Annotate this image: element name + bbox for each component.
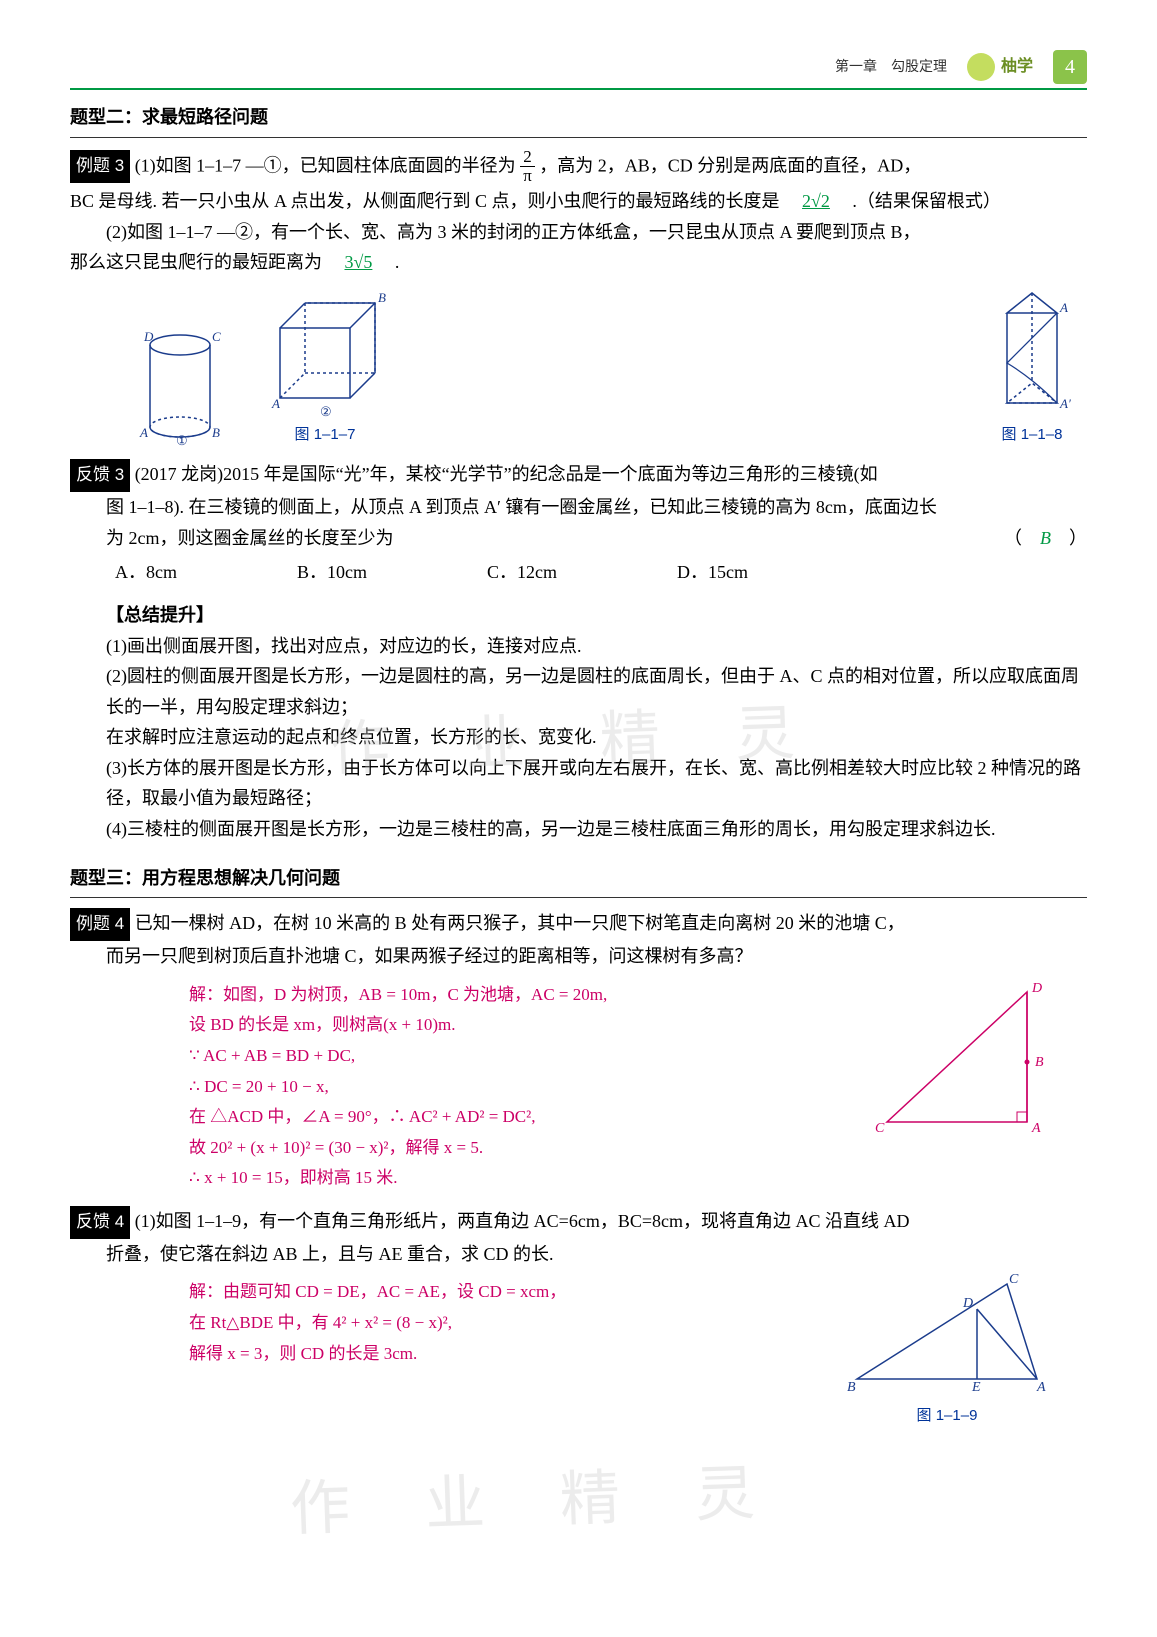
answer-blank: 2√2: [802, 191, 830, 211]
svg-text:A: A: [271, 396, 280, 411]
svg-text:A: A: [139, 425, 148, 440]
figure-caption: 图 1–1–8: [1002, 422, 1063, 448]
svg-text:D: D: [143, 329, 154, 344]
svg-text:D: D: [1031, 981, 1042, 996]
svg-text:D: D: [962, 1296, 973, 1311]
svg-text:C: C: [875, 1121, 885, 1136]
example-4: 例题 4 已知一棵树 AD，在树 10 米高的 B 处有两只猴子，其中一只爬下树…: [70, 908, 1087, 1194]
figure-cylinder: D C A B ①: [130, 327, 230, 447]
right-triangle-icon: B E A C D: [837, 1269, 1057, 1399]
svg-text:B: B: [378, 290, 386, 305]
figure-caption: 图 1–1–7: [295, 422, 356, 448]
section-title-3: 题型三：用方程思想解决几何问题: [70, 863, 1087, 894]
option-d: D．15cm: [677, 557, 748, 588]
answer-paren: （ B ）: [1004, 523, 1087, 554]
svg-text:C: C: [1009, 1272, 1019, 1287]
solution-line: ∵ AC + AB = BD + DC,: [189, 1041, 827, 1072]
text: 为 2cm，则这圈金属丝的长度至少为: [106, 528, 394, 548]
answer-blank: 3√5: [345, 252, 373, 272]
svg-text:②: ②: [320, 404, 332, 418]
summary-title: 【总结提升】: [106, 600, 1087, 631]
feedback-tag: 反馈 4: [70, 1206, 130, 1239]
page-number-badge: 4: [1053, 50, 1087, 84]
chapter-title: 第一章 勾股定理: [835, 55, 947, 79]
cube-icon: A B ②: [260, 288, 390, 418]
section-title-2: 题型二：求最短路径问题: [70, 102, 1087, 133]
solution-line: 解：如图，D 为树顶，AB = 10m，C 为池塘，AC = 20m,: [189, 980, 827, 1011]
example-tag: 例题 3: [70, 150, 130, 183]
figure-tree-triangle: D B A C: [857, 972, 1057, 1152]
svg-text:A′: A′: [1059, 396, 1071, 411]
brand-logo: 柚学: [967, 53, 1033, 81]
text: (2017 龙岗)2015 年是国际“光”年，某校“光学节”的纪念品是一个底面为…: [135, 464, 878, 484]
logo-text: 柚学: [1001, 53, 1033, 80]
feedback-4: 反馈 4 (1)如图 1–1–9，有一个直角三角形纸片，两直角边 AC=6cm，…: [70, 1206, 1087, 1429]
option-a: A．8cm: [115, 557, 177, 588]
text: 已知一棵树 AD，在树 10 米高的 B 处有两只猴子，其中一只爬下树笔直走向离…: [135, 913, 905, 933]
text: (1)如图 1–1–9，有一个直角三角形纸片，两直角边 AC=6cm，BC=8c…: [135, 1211, 910, 1231]
summary-block: 【总结提升】 (1)画出侧面展开图，找出对应点，对应边的长，连接对应点. (2)…: [70, 600, 1087, 845]
solution-line: ∴ x + 10 = 15，即树高 15 米.: [189, 1163, 827, 1194]
svg-text:E: E: [971, 1380, 981, 1395]
solution-line: 故 20² + (x + 10)² = (30 − x)²，解得 x = 5.: [189, 1133, 827, 1164]
page-header: 第一章 勾股定理 柚学 4: [70, 50, 1087, 90]
text: 折叠，使它落在斜边 AB 上，且与 AE 重合，求 CD 的长.: [106, 1239, 1087, 1270]
option-c: C．12cm: [487, 557, 557, 588]
fraction: 2 π: [520, 148, 535, 186]
mc-answer: B: [1040, 528, 1051, 548]
text: ，高为 2，AB，CD 分别是两底面的直径，AD，: [539, 155, 921, 175]
text: (1)如图 1–1–7 —①，已知圆柱体底面圆的半径为: [135, 155, 521, 175]
solution-line: 在 △ACD 中，∠A = 90°，∴ AC² + AD² = DC²,: [189, 1102, 827, 1133]
denominator: π: [520, 167, 535, 186]
text: 那么这只昆虫爬行的最短距离为: [70, 252, 340, 272]
text: 图 1–1–8). 在三棱镜的侧面上，从顶点 A 到顶点 A′ 镶有一圈金属丝，…: [106, 492, 1087, 523]
divider: [70, 137, 1087, 138]
svg-text:A: A: [1036, 1380, 1046, 1395]
text: .（结果保留根式）: [834, 191, 1001, 211]
watermark: 作 业 精 灵: [288, 1441, 786, 1560]
cylinder-icon: D C A B ①: [130, 327, 230, 447]
svg-text:B: B: [847, 1380, 856, 1395]
svg-text:①: ①: [176, 433, 188, 447]
svg-text:B: B: [1035, 1055, 1044, 1070]
svg-text:C: C: [212, 329, 221, 344]
text: .: [377, 252, 400, 272]
solution-text: 解：由题可知 CD = DE，AC = AE，设 CD = xcm， 在 Rt△…: [189, 1277, 807, 1369]
triangle-icon: D B A C: [857, 972, 1057, 1142]
solution-line: 解：由题可知 CD = DE，AC = AE，设 CD = xcm，: [189, 1277, 807, 1308]
summary-item: (4)三棱柱的侧面展开图是长方形，一边是三棱柱的高，另一边是三棱柱底面三角形的周…: [106, 814, 1087, 845]
divider: [70, 897, 1087, 898]
svg-text:B: B: [212, 425, 220, 440]
summary-item: (1)画出侧面展开图，找出对应点，对应边的长，连接对应点.: [106, 631, 1087, 662]
svg-text:A: A: [1031, 1121, 1041, 1136]
summary-item: 在求解时应注意运动的起点和终点位置，长方形的长、宽变化.: [106, 722, 1087, 753]
options-row: A．8cm B．10cm C．12cm D．15cm: [115, 557, 1087, 588]
solution-line: 解得 x = 3，则 CD 的长是 3cm.: [189, 1339, 807, 1370]
text: (2)如图 1–1–7 —②，有一个长、宽、高为 3 米的封闭的正方体纸盒，一只…: [106, 222, 921, 242]
feedback-tag: 反馈 3: [70, 459, 130, 492]
figure-row-1: D C A B ① A B: [130, 288, 1087, 448]
numerator: 2: [520, 148, 535, 168]
figure-prism: A A′ 图 1–1–8: [977, 288, 1087, 448]
figure-cube: A B ② 图 1–1–7: [260, 288, 390, 448]
example-3: 例题 3 (1)如图 1–1–7 —①，已知圆柱体底面圆的半径为 2 π ，高为…: [70, 148, 1087, 448]
figure-caption: 图 1–1–9: [917, 1403, 978, 1429]
feedback-3: 反馈 3 (2017 龙岗)2015 年是国际“光”年，某校“光学节”的纪念品是…: [70, 459, 1087, 588]
text: BC 是母线. 若一只小虫从 A 点出发，从侧面爬行到 C 点，则小虫爬行的最短…: [70, 191, 798, 211]
solution-line: 在 Rt△BDE 中，有 4² + x² = (8 − x)²,: [189, 1308, 807, 1339]
solution-text: 解：如图，D 为树顶，AB = 10m，C 为池塘，AC = 20m, 设 BD…: [189, 980, 827, 1194]
figure-fold-triangle: B E A C D 图 1–1–9: [837, 1269, 1057, 1429]
logo-icon: [967, 53, 995, 81]
example-tag: 例题 4: [70, 908, 130, 941]
solution-line: ∴ DC = 20 + 10 − x,: [189, 1072, 827, 1103]
option-b: B．10cm: [297, 557, 367, 588]
svg-text:A: A: [1059, 300, 1068, 315]
summary-item: (2)圆柱的侧面展开图是长方形，一边是圆柱的高，另一边是圆柱的底面周长，但由于 …: [106, 661, 1087, 722]
prism-icon: A A′: [977, 288, 1087, 418]
summary-item: (3)长方体的展开图是长方形，由于长方体可以向上下展开或向左右展开，在长、宽、高…: [106, 753, 1087, 814]
solution-line: 设 BD 的长是 xm，则树高(x + 10)m.: [189, 1010, 827, 1041]
text: 而另一只爬到树顶后直扑池塘 C，如果两猴子经过的距离相等，问这棵树有多高？: [106, 941, 1087, 972]
